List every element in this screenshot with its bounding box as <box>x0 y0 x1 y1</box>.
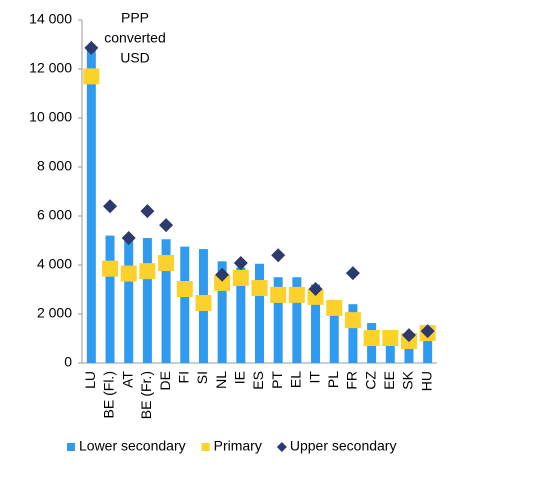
bar <box>236 267 246 363</box>
y-tick-label: 10 000 <box>29 109 72 125</box>
x-tick-label: LU <box>82 371 98 389</box>
y-tick-label: 4 000 <box>37 256 72 272</box>
square-marker <box>232 269 249 286</box>
diamond-marker <box>84 40 99 55</box>
y-tick-label: 2 000 <box>37 305 72 321</box>
square-marker <box>139 263 156 280</box>
diamond-marker <box>233 256 248 271</box>
x-tick-label: PL <box>325 371 341 388</box>
x-tick-label: PT <box>269 371 285 389</box>
x-tick-label: BE (Fr.) <box>138 371 154 419</box>
diamond-marker <box>271 248 286 263</box>
square-marker <box>251 280 268 297</box>
bar <box>385 336 395 363</box>
square-marker <box>158 255 175 272</box>
square-marker <box>307 288 324 305</box>
legend-label: Upper secondary <box>290 438 397 454</box>
bar <box>348 304 358 363</box>
x-tick-label: FR <box>344 371 360 390</box>
x-tick-label: EE <box>381 371 397 390</box>
legend-label: Primary <box>214 438 262 454</box>
diamond-marker <box>345 266 360 281</box>
x-tick-label: NL <box>213 371 229 389</box>
legend-label: Lower secondary <box>79 438 186 454</box>
x-tick-label: IT <box>306 371 322 384</box>
x-tick-label: BE (Fl.) <box>101 371 117 418</box>
square-marker <box>270 286 287 303</box>
x-tick-label: EL <box>288 371 304 388</box>
legend-symbol <box>276 442 287 452</box>
y-tick-label: 8 000 <box>37 158 72 174</box>
x-tick-label: CZ <box>362 371 378 390</box>
x-tick-label: HU <box>418 371 434 391</box>
y-tick-label: 0 <box>64 354 72 370</box>
diamond-marker <box>159 218 174 233</box>
x-tick-label: ES <box>250 371 266 390</box>
bar <box>217 261 227 363</box>
bar <box>105 235 115 363</box>
diamond-marker <box>140 204 155 219</box>
bar <box>161 239 171 363</box>
square-marker <box>102 260 119 277</box>
square-marker <box>176 281 193 298</box>
square-marker <box>326 299 343 316</box>
bar <box>404 339 414 363</box>
annotation: PPP <box>121 10 149 26</box>
x-tick-label: SK <box>400 370 416 389</box>
square-marker <box>83 68 100 85</box>
y-tick-label: 6 000 <box>37 207 72 223</box>
bar <box>86 49 96 364</box>
square-marker <box>288 286 305 303</box>
x-tick-label: AT <box>119 371 135 388</box>
bar <box>273 277 283 363</box>
bar <box>292 277 302 363</box>
x-tick-label: IE <box>232 371 248 384</box>
diamond-marker <box>215 267 230 282</box>
square-marker <box>382 330 399 347</box>
diamond-marker <box>121 231 136 246</box>
square-marker <box>344 312 361 329</box>
bar <box>255 263 264 363</box>
bar <box>311 284 321 363</box>
bar <box>329 306 339 363</box>
y-tick-label: 14 000 <box>29 11 72 27</box>
square-marker <box>195 294 212 311</box>
bar <box>180 246 190 363</box>
square-marker <box>363 330 380 347</box>
legend-symbol <box>67 443 75 451</box>
x-tick-label: DE <box>157 371 173 390</box>
square-marker <box>120 265 137 282</box>
bar <box>124 240 134 363</box>
diamond-marker <box>308 282 323 297</box>
x-tick-label: FI <box>175 371 191 383</box>
annotation: converted <box>104 30 165 46</box>
bar <box>142 238 152 363</box>
x-tick-label: SI <box>194 371 210 384</box>
legend-symbol <box>201 443 210 451</box>
y-tick-label: 12 000 <box>29 60 72 76</box>
bar <box>423 339 433 363</box>
square-marker <box>214 274 231 291</box>
annotation: USD <box>120 50 150 66</box>
diamond-marker <box>103 199 118 214</box>
diamond-marker <box>420 324 435 339</box>
diamond-marker <box>401 328 416 343</box>
